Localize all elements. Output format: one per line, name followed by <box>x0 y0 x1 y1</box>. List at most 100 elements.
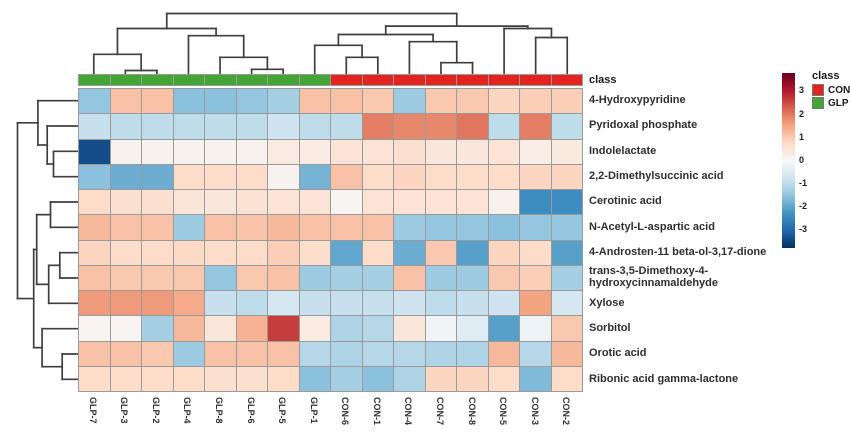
heatmap-cell <box>142 215 173 240</box>
heatmap-cell <box>236 114 267 139</box>
row-label: 4-Androsten-11 beta-ol-3,17-dione <box>589 245 767 258</box>
heatmap-cell <box>488 316 519 341</box>
heatmap-cell <box>394 139 425 164</box>
heatmap-cell <box>268 164 299 189</box>
heatmap-cell <box>142 89 173 114</box>
row-label: Orotic acid <box>589 347 647 360</box>
heatmap-cell <box>551 265 582 290</box>
row-labels: 4-Hydroxypyridine Pyridoxal phosphate Indo… <box>589 88 785 392</box>
heatmap-cell <box>520 164 551 189</box>
heatmap-cell <box>173 89 204 114</box>
heatmap-cell <box>488 215 519 240</box>
heatmap-cell <box>425 316 456 341</box>
heatmap-cell <box>457 341 488 366</box>
heatmap-cell <box>488 341 519 366</box>
heatmap-cell <box>268 265 299 290</box>
heatmap-cell <box>457 89 488 114</box>
heatmap-cell <box>394 341 425 366</box>
heatmap-cell <box>362 190 393 215</box>
heatmap-cell <box>268 341 299 366</box>
row-label: trans-3,5-Dimethoxy-4-hydroxycinnamaldeh… <box>589 265 718 289</box>
column-label: GLP-3 <box>119 397 130 424</box>
heatmap-cell <box>488 265 519 290</box>
heatmap-cell <box>362 265 393 290</box>
heatmap-cell <box>551 316 582 341</box>
heatmap-cell <box>236 190 267 215</box>
heatmap-cell <box>110 341 141 366</box>
heatmap-cell <box>394 291 425 316</box>
class-cell-con <box>331 75 362 85</box>
row-label: 4-Hydroxypyridine <box>589 93 686 106</box>
heatmap-cell <box>110 215 141 240</box>
class-annotation-label: class <box>589 74 617 86</box>
heatmap-cell <box>205 265 236 290</box>
legend-title: class <box>812 70 840 82</box>
heatmap-cell <box>205 215 236 240</box>
heatmap-cell <box>394 240 425 265</box>
heatmap-cell <box>142 240 173 265</box>
class-cell-glp <box>268 75 299 85</box>
heatmap-cell <box>394 190 425 215</box>
heatmap-cell <box>425 190 456 215</box>
heatmap-cell <box>425 265 456 290</box>
heatmap-cell <box>331 265 362 290</box>
heatmap-cell <box>299 265 330 290</box>
heatmap-cell <box>79 240 110 265</box>
class-cell-glp <box>205 75 236 85</box>
heatmap-cell <box>362 316 393 341</box>
heatmap-cell <box>142 341 173 366</box>
heatmap-cell <box>425 164 456 189</box>
heatmap-cell <box>362 164 393 189</box>
heatmap-cell <box>362 291 393 316</box>
heatmap-cell <box>79 341 110 366</box>
heatmap-cell <box>299 341 330 366</box>
heatmap-cell <box>331 240 362 265</box>
column-label: GLP-8 <box>214 397 225 424</box>
heatmap-cell <box>457 164 488 189</box>
row-label: N-Acetyl-L-aspartic acid <box>589 220 715 233</box>
heatmap-cell <box>488 366 519 391</box>
heatmap-cell <box>551 215 582 240</box>
class-cell-con <box>394 75 425 85</box>
heatmap-cell <box>331 215 362 240</box>
heatmap-cell <box>79 215 110 240</box>
column-label: GLP-6 <box>245 397 256 424</box>
heatmap-cell <box>173 240 204 265</box>
colorbar-tick: -2 <box>799 201 808 212</box>
heatmap-cell <box>394 265 425 290</box>
heatmap-cell <box>142 139 173 164</box>
heatmap-cell <box>362 139 393 164</box>
heatmap-cell <box>394 164 425 189</box>
heatmap-cell <box>362 341 393 366</box>
heatmap-cell <box>205 164 236 189</box>
heatmap-cell <box>425 89 456 114</box>
heatmap-grid <box>78 88 583 392</box>
column-label: CON-8 <box>466 397 477 426</box>
heatmap-cell <box>236 240 267 265</box>
heatmap-cell <box>299 316 330 341</box>
class-cell-con <box>362 75 393 85</box>
heatmap-cell <box>236 265 267 290</box>
heatmap-cell <box>79 366 110 391</box>
column-label: CON-4 <box>403 397 414 426</box>
heatmap-cell <box>173 341 204 366</box>
class-cell-glp <box>173 75 204 85</box>
heatmap-cell <box>457 291 488 316</box>
heatmap-cell <box>79 114 110 139</box>
colorbar-tick: 3 <box>799 85 805 96</box>
heatmap-cell <box>79 291 110 316</box>
heatmap-cell <box>173 366 204 391</box>
heatmap-cell <box>236 316 267 341</box>
heatmap-cell <box>551 190 582 215</box>
column-label: GLP-1 <box>308 397 319 424</box>
heatmap-cell <box>425 240 456 265</box>
heatmap-cell <box>205 341 236 366</box>
row-dendrogram <box>16 99 79 381</box>
heatmap-cell <box>488 139 519 164</box>
colorbar-gradient <box>782 73 795 248</box>
heatmap-cell <box>299 139 330 164</box>
heatmap-cell <box>520 89 551 114</box>
heatmap-cell <box>488 114 519 139</box>
heatmap-cell <box>173 114 204 139</box>
row-label: Indolelactate <box>589 144 657 157</box>
